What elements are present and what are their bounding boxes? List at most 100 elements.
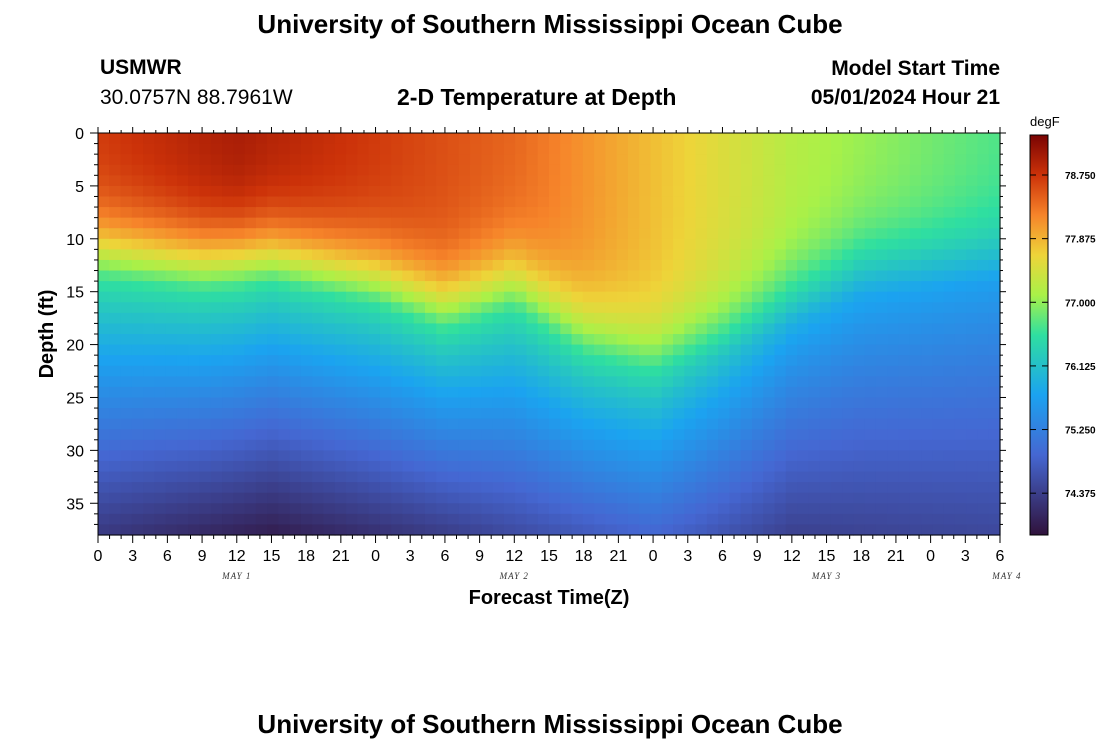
- heatmap-cell: [808, 386, 821, 399]
- heatmap-cell: [875, 365, 888, 377]
- heatmap-cell: [233, 217, 246, 229]
- heatmap-cell: [684, 344, 697, 356]
- heatmap-cell: [751, 185, 764, 198]
- heatmap-cell: [210, 323, 223, 335]
- heatmap-cell: [289, 408, 302, 420]
- heatmap-cell: [718, 408, 731, 420]
- heatmap-cell: [109, 143, 122, 155]
- heatmap-cell: [774, 429, 787, 441]
- heatmap-cell: [98, 439, 110, 451]
- heatmap-cell: [853, 408, 866, 420]
- heatmap-cell: [582, 418, 595, 430]
- heatmap-cell: [98, 376, 110, 388]
- heatmap-cell: [120, 270, 133, 282]
- heatmap-cell: [763, 312, 776, 325]
- heatmap-cell: [853, 228, 866, 240]
- heatmap-cell: [864, 355, 877, 367]
- heatmap-cell: [751, 228, 764, 240]
- heatmap-cell: [526, 397, 539, 409]
- heatmap-cell: [751, 439, 764, 451]
- heatmap-cell: [853, 503, 866, 515]
- heatmap-cell: [571, 323, 584, 335]
- heatmap-cell: [763, 376, 776, 388]
- heatmap-cell: [165, 281, 178, 293]
- heatmap-cell: [571, 524, 584, 536]
- heatmap-cell: [379, 513, 392, 526]
- heatmap-cell: [503, 471, 516, 483]
- heatmap-cell: [346, 503, 358, 515]
- heatmap-cell: [131, 175, 144, 187]
- heatmap-cell: [797, 143, 809, 155]
- heatmap-cell: [526, 281, 539, 293]
- heatmap-cell: [199, 365, 212, 377]
- heatmap-cell: [549, 154, 561, 166]
- heatmap-cell: [988, 334, 1001, 346]
- heatmap-cell: [921, 365, 933, 377]
- heatmap-cell: [875, 334, 888, 346]
- heatmap-cell: [436, 228, 449, 240]
- heatmap-cell: [176, 270, 189, 282]
- heatmap-cell: [402, 281, 415, 293]
- heatmap-cell: [966, 270, 979, 282]
- heatmap-cell: [481, 439, 494, 451]
- heatmap-cell: [560, 312, 573, 325]
- heatmap-cell: [402, 154, 415, 166]
- heatmap-cell: [808, 355, 821, 367]
- heatmap-cell: [684, 302, 697, 314]
- heatmap-cell: [176, 207, 189, 219]
- heatmap-cell: [379, 175, 392, 187]
- heatmap-cell: [853, 344, 866, 356]
- heatmap-cell: [368, 365, 381, 377]
- heatmap-cell: [898, 397, 911, 409]
- heatmap-cell: [312, 355, 325, 367]
- chart-subtitle: 2-D Temperature at Depth: [397, 84, 677, 110]
- heatmap-cell: [244, 175, 257, 187]
- heatmap-cell: [188, 228, 201, 240]
- heatmap-cell: [988, 217, 1001, 229]
- heatmap-cell: [98, 238, 110, 250]
- heatmap-cell: [199, 217, 212, 229]
- heatmap-cell: [661, 418, 674, 430]
- heatmap-cell: [695, 482, 708, 494]
- heatmap-cell: [447, 460, 460, 473]
- heatmap-cell: [988, 344, 1001, 356]
- heatmap-cell: [346, 207, 358, 219]
- heatmap-cell: [571, 291, 584, 303]
- heatmap-cell: [165, 270, 178, 282]
- heatmap-cell: [402, 217, 415, 229]
- heatmap-cell: [379, 471, 392, 483]
- heatmap-cell: [909, 344, 922, 356]
- heatmap-cell: [616, 408, 629, 420]
- heatmap-cell: [503, 397, 516, 409]
- heatmap-cell: [808, 217, 821, 229]
- heatmap-cell: [188, 185, 201, 198]
- heatmap-cell: [188, 291, 201, 303]
- heatmap-cell: [300, 228, 313, 240]
- heatmap-cell: [312, 217, 325, 229]
- heatmap-cell: [774, 238, 787, 250]
- heatmap-cell: [706, 524, 719, 536]
- heatmap-cell: [436, 143, 449, 155]
- heatmap-cell: [481, 185, 494, 198]
- heatmap-cell: [650, 450, 663, 462]
- heatmap-cell: [210, 302, 223, 314]
- heatmap-cell: [977, 334, 990, 346]
- heatmap-cell: [267, 291, 280, 303]
- heatmap-cell: [413, 143, 426, 155]
- heatmap-cell: [673, 207, 685, 219]
- heatmap-cell: [98, 429, 110, 441]
- heatmap-cell: [898, 344, 911, 356]
- heatmap-cell: [368, 323, 381, 335]
- heatmap-cell: [98, 471, 110, 483]
- colorbar-tick-label: 75.250: [1065, 426, 1096, 437]
- heatmap-cell: [763, 418, 776, 430]
- heatmap-cell: [424, 291, 437, 303]
- heatmap-cell: [300, 386, 313, 399]
- heatmap-cell: [109, 492, 122, 504]
- heatmap-cell: [481, 524, 494, 536]
- heatmap-cell: [763, 386, 776, 399]
- heatmap-cells: [98, 133, 1001, 536]
- heatmap-cell: [706, 270, 719, 282]
- heatmap-cell: [560, 334, 573, 346]
- heatmap-cell: [312, 196, 325, 208]
